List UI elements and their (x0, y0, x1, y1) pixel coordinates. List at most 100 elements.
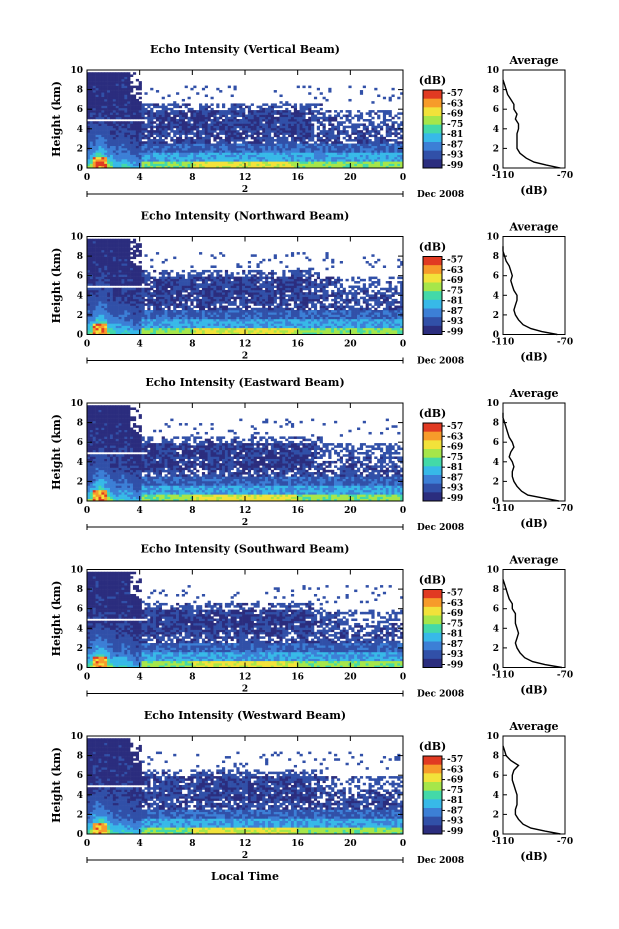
colorbar-tick-label: -69 (447, 609, 463, 619)
y-tick-label: 10 (70, 566, 83, 576)
colorbar-segment (423, 598, 442, 608)
y-tick-label: 2 (77, 810, 83, 820)
y-axis-label: Height (km) (50, 81, 63, 157)
x-tick-label: 12 (239, 506, 252, 516)
colorbar-segment (423, 756, 442, 766)
panel-title: Echo Intensity (Westward Beam) (144, 709, 346, 722)
panel-title: Echo Intensity (Northward Beam) (141, 210, 350, 223)
y-tick-label: 10 (70, 233, 83, 243)
avg-profile-line (502, 79, 561, 169)
colorbar-tick-label: -81 (447, 130, 463, 140)
x-tick-label: 20 (344, 673, 357, 683)
colorbar-tick-label: -87 (447, 307, 463, 317)
colorbar-segment (423, 265, 442, 275)
day-label: 2 (242, 518, 248, 528)
colorbar-tick-label: -99 (447, 494, 463, 504)
colorbar-segment (423, 773, 442, 783)
colorbar-segment (423, 658, 442, 668)
colorbar-tick-label: -57 (447, 422, 463, 432)
y-tick-label: 2 (77, 311, 83, 321)
colorbar-tick-label: -81 (447, 796, 463, 806)
y-tick-label: 0 (77, 830, 83, 840)
colorbar-tick-label: -81 (447, 463, 463, 473)
x-tick-label: 12 (239, 340, 252, 350)
avg-frame (502, 735, 566, 835)
colorbar-segment (423, 589, 442, 599)
y-tick-label: 10 (70, 732, 83, 742)
colorbar-segment (423, 449, 442, 459)
y-tick-label: 2 (77, 144, 83, 154)
x-tick-label: 20 (344, 839, 357, 849)
panel-3: Echo Intensity (Southward Beam) 0 2 4 6 8 10 He… (50, 543, 573, 700)
panel-title: Echo Intensity (Vertical Beam) (150, 43, 340, 56)
avg-y-tick-label: 2 (493, 144, 499, 154)
avg-x-tick-label: -70 (557, 837, 573, 847)
colorbar-segment (423, 256, 442, 266)
avg-y-tick-label: 4 (493, 291, 499, 301)
colorbar-tick-label: -87 (447, 640, 463, 650)
avg-frame (502, 236, 566, 335)
y-tick-label: 4 (77, 791, 83, 801)
x-tick-label: 0 (400, 673, 406, 683)
avg-title: Average (508, 54, 558, 67)
y-tick-label: 6 (77, 272, 83, 282)
avg-y-tick-label: 10 (486, 233, 499, 243)
avg-y-tick-label: 0 (493, 331, 499, 341)
colorbar-segment (423, 615, 442, 625)
avg-y-tick-label: 4 (493, 458, 499, 468)
colorbar-unit: (dB) (419, 241, 446, 254)
x-tick-label: 20 (344, 340, 357, 350)
avg-y-tick-label: 0 (493, 830, 499, 840)
colorbar-segment (423, 431, 442, 441)
day-label: 2 (242, 851, 248, 861)
colorbar-frame (422, 256, 443, 335)
avg-profile-line (502, 412, 559, 502)
x-tick-label: 16 (291, 673, 304, 683)
colorbar-tick-label: -99 (447, 661, 463, 671)
avg-frame (502, 402, 566, 502)
colorbar-frame (422, 89, 443, 169)
avg-x-tick-label: -110 (492, 338, 515, 348)
y-tick-label: 4 (77, 458, 83, 468)
avg-y-tick-label: 8 (493, 419, 499, 429)
x-tick-label: 0 (84, 173, 90, 183)
x-tick-label: 20 (344, 506, 357, 516)
colorbar-tick-label: -69 (447, 276, 463, 286)
colorbar-segment (423, 816, 442, 826)
colorbar-tick-label: -63 (447, 765, 463, 775)
date-label: Dec 2008 (417, 357, 464, 367)
day-label: 2 (242, 352, 248, 362)
avg-frame (502, 69, 566, 169)
colorbar-segment (423, 808, 442, 818)
colorbar-segment (423, 624, 442, 634)
avg-profile-line (502, 246, 558, 336)
colorbar-segment (423, 299, 442, 309)
avg-y-tick-label: 6 (493, 272, 499, 282)
y-axis-label: Height (km) (50, 581, 63, 657)
x-tick-label: 12 (239, 839, 252, 849)
avg-y-tick-label: 6 (493, 105, 499, 115)
y-tick-label: 0 (77, 664, 83, 674)
x-tick-label: 20 (344, 173, 357, 183)
colorbar-tick-label: -63 (447, 599, 463, 609)
colorbar-unit: (dB) (419, 740, 446, 753)
y-tick-label: 6 (77, 771, 83, 781)
avg-y-tick-label: 8 (493, 752, 499, 762)
avg-y-tick-label: 6 (493, 438, 499, 448)
y-tick-label: 6 (77, 105, 83, 115)
colorbar-segment (423, 641, 442, 651)
colorbar-segment (423, 282, 442, 292)
panel-0: Echo Intensity (Vertical Beam) 0 2 4 6 8 10 Hei… (50, 43, 573, 200)
y-tick-label: 8 (77, 252, 83, 262)
avg-x-axis-label: (dB) (520, 684, 547, 697)
y-tick-label: 4 (77, 624, 83, 634)
colorbar-segment (423, 650, 442, 660)
avg-y-tick-label: 6 (493, 771, 499, 781)
avg-y-tick-label: 10 (486, 732, 499, 742)
colorbar-tick-label: -87 (447, 473, 463, 483)
x-tick-label: 0 (400, 340, 406, 350)
colorbar-tick-label: -57 (447, 589, 463, 599)
heatmap (87, 238, 404, 335)
colorbar-tick-label: -93 (447, 650, 463, 660)
colorbar-tick-label: -87 (447, 806, 463, 816)
